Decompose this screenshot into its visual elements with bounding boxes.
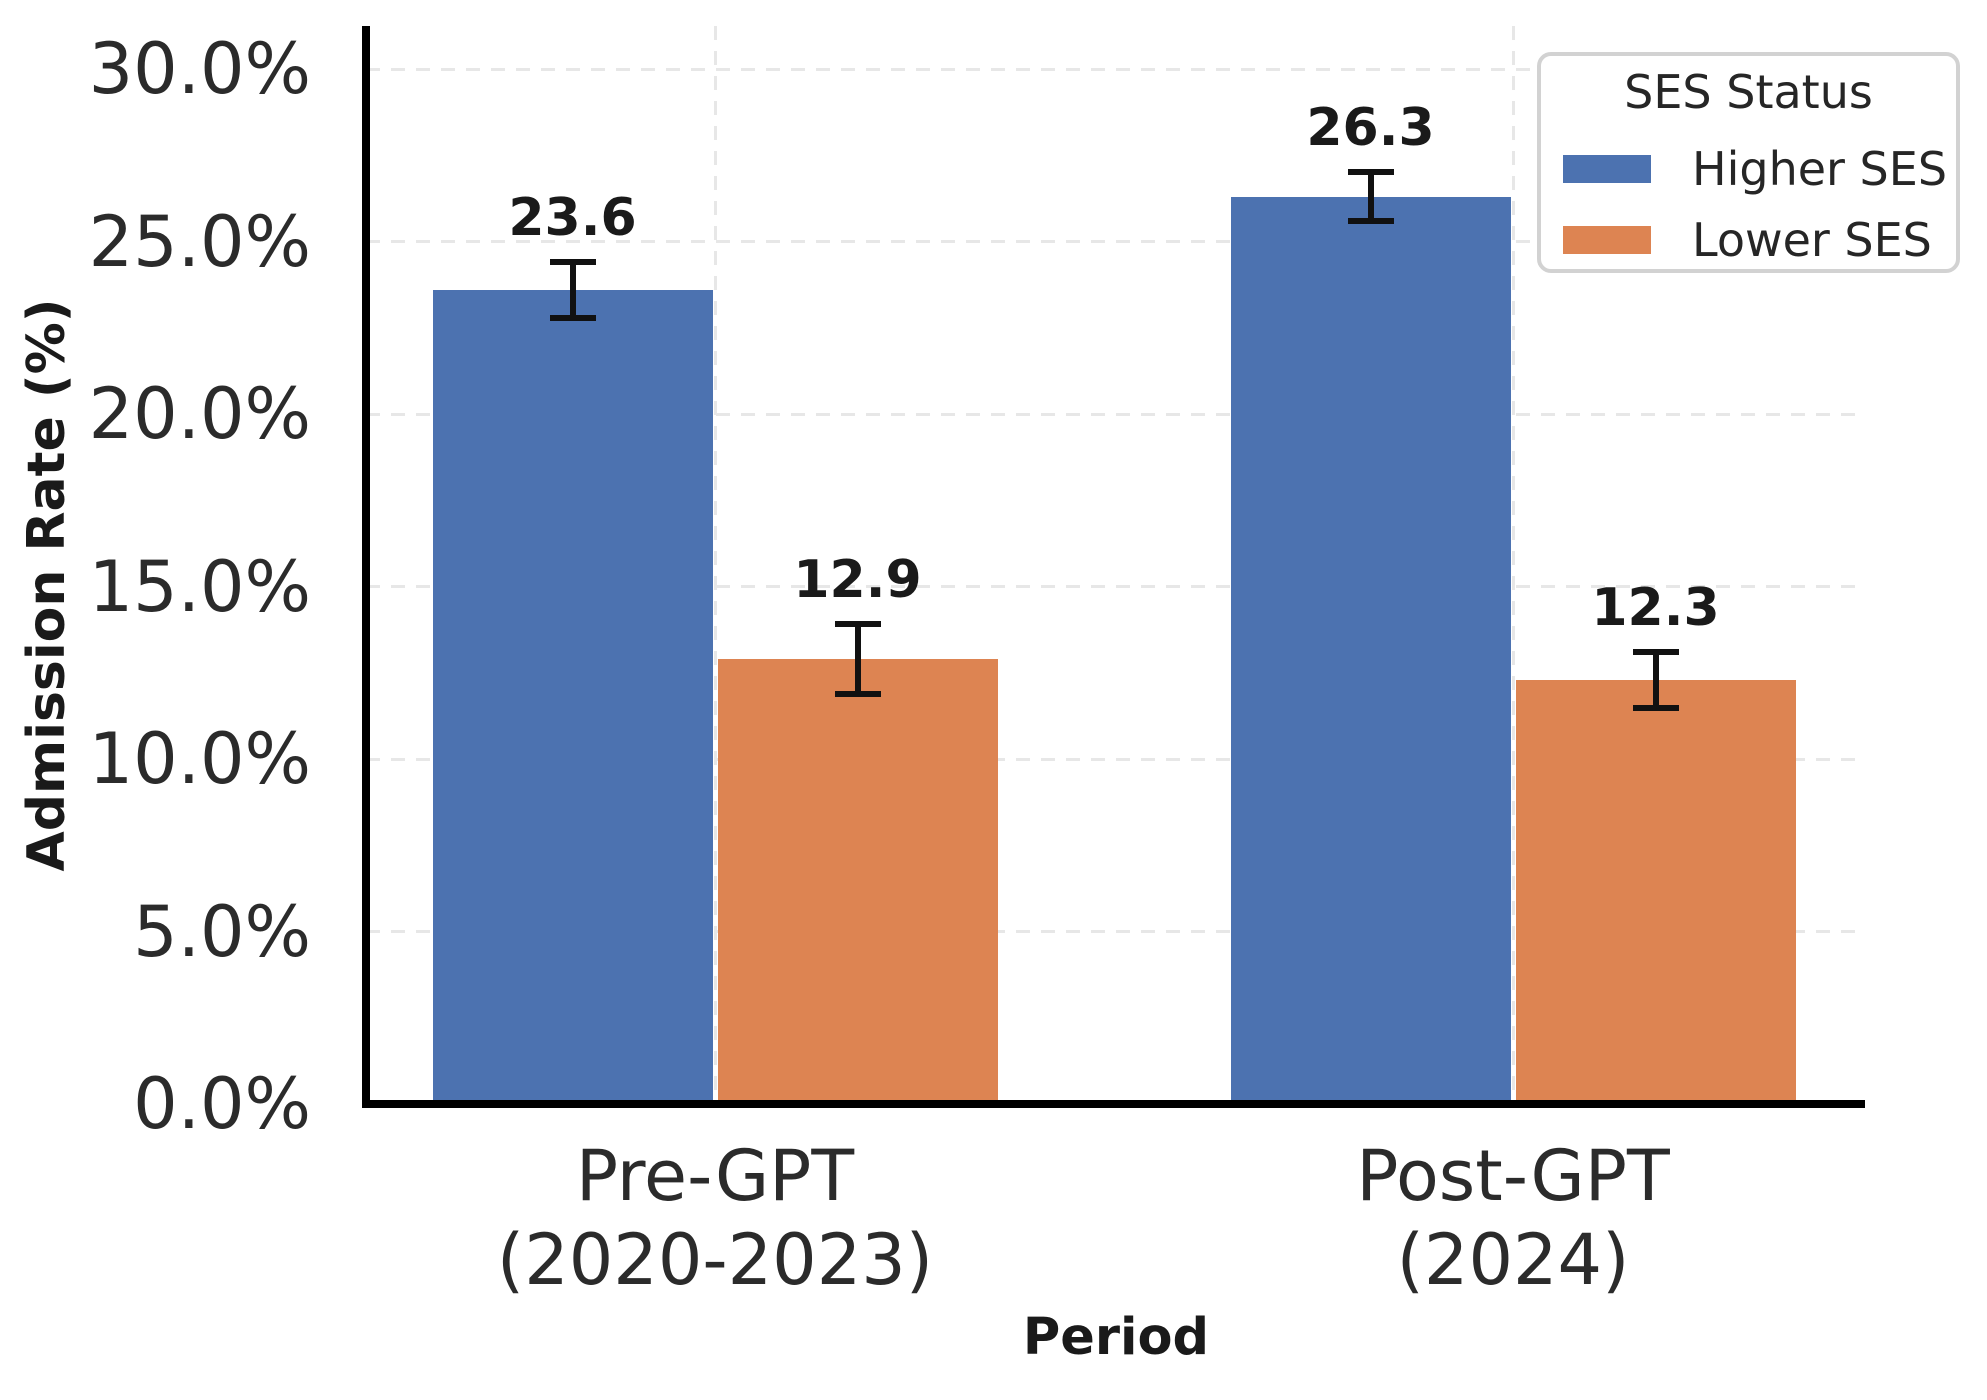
bar-higher-ses [1230, 196, 1511, 1104]
legend-swatch [1563, 226, 1651, 254]
legend-label: Higher SES [1692, 142, 1948, 196]
x-axis-title: Period [1022, 1308, 1210, 1367]
gridline-horizontal [366, 67, 1865, 71]
error-bar-cap [834, 621, 881, 627]
legend: SES Status Higher SES Lower SES [1537, 52, 1960, 273]
legend-swatch [1563, 155, 1651, 183]
error-bar-line [1367, 169, 1374, 225]
y-tick-label: 10.0% [88, 718, 311, 800]
bar-lower-ses [1515, 679, 1796, 1104]
legend-label: Lower SES [1692, 213, 1932, 267]
bar-value-label: 26.3 [1306, 98, 1435, 159]
error-bar-cap [1632, 704, 1679, 711]
x-axis-spine [362, 1100, 1865, 1108]
error-bar-cap [549, 314, 596, 321]
bar-lower-ses [717, 658, 998, 1104]
legend-item-higher-ses: Higher SES [1541, 142, 1956, 196]
gridline-vertical [713, 26, 717, 1104]
y-tick-label: 25.0% [88, 200, 311, 283]
gridline-vertical [1511, 26, 1515, 1104]
y-tick-label: 30.0% [88, 28, 311, 110]
bar-value-label: 23.6 [508, 187, 637, 248]
error-bar-cap [549, 258, 596, 265]
error-bar-cap [1632, 648, 1679, 655]
bar-value-label: 12.3 [1591, 577, 1720, 638]
gridline-horizontal [366, 930, 1865, 933]
gridline-horizontal [366, 412, 1865, 416]
bar-value-label: 12.9 [793, 550, 922, 610]
y-tick-label: 0.0% [133, 1063, 311, 1145]
y-tick-label: 15.0% [88, 545, 311, 628]
legend-title: SES Status [1624, 65, 1873, 119]
gridline-horizontal [366, 757, 1865, 761]
error-bar-cap [1347, 218, 1394, 225]
bar-higher-ses [432, 289, 713, 1104]
gridline-horizontal [366, 240, 1865, 243]
error-bar-line [854, 621, 861, 697]
x-tick-label: Post-GPT (2024) [1356, 1135, 1670, 1301]
x-tick-label: Pre-GPT (2020-2023) [496, 1135, 934, 1301]
error-bar-line [569, 258, 576, 321]
y-axis-title: Admission Rate (%) [17, 298, 77, 872]
error-bar-cap [834, 690, 881, 697]
gridline-horizontal [366, 585, 1865, 588]
y-axis-spine [362, 26, 370, 1108]
y-tick-label: 20.0% [88, 373, 311, 455]
error-bar-line [1652, 648, 1659, 711]
legend-item-lower-ses: Lower SES [1541, 213, 1956, 267]
y-tick-label: 5.0% [133, 890, 311, 973]
error-bar-cap [1347, 169, 1394, 176]
